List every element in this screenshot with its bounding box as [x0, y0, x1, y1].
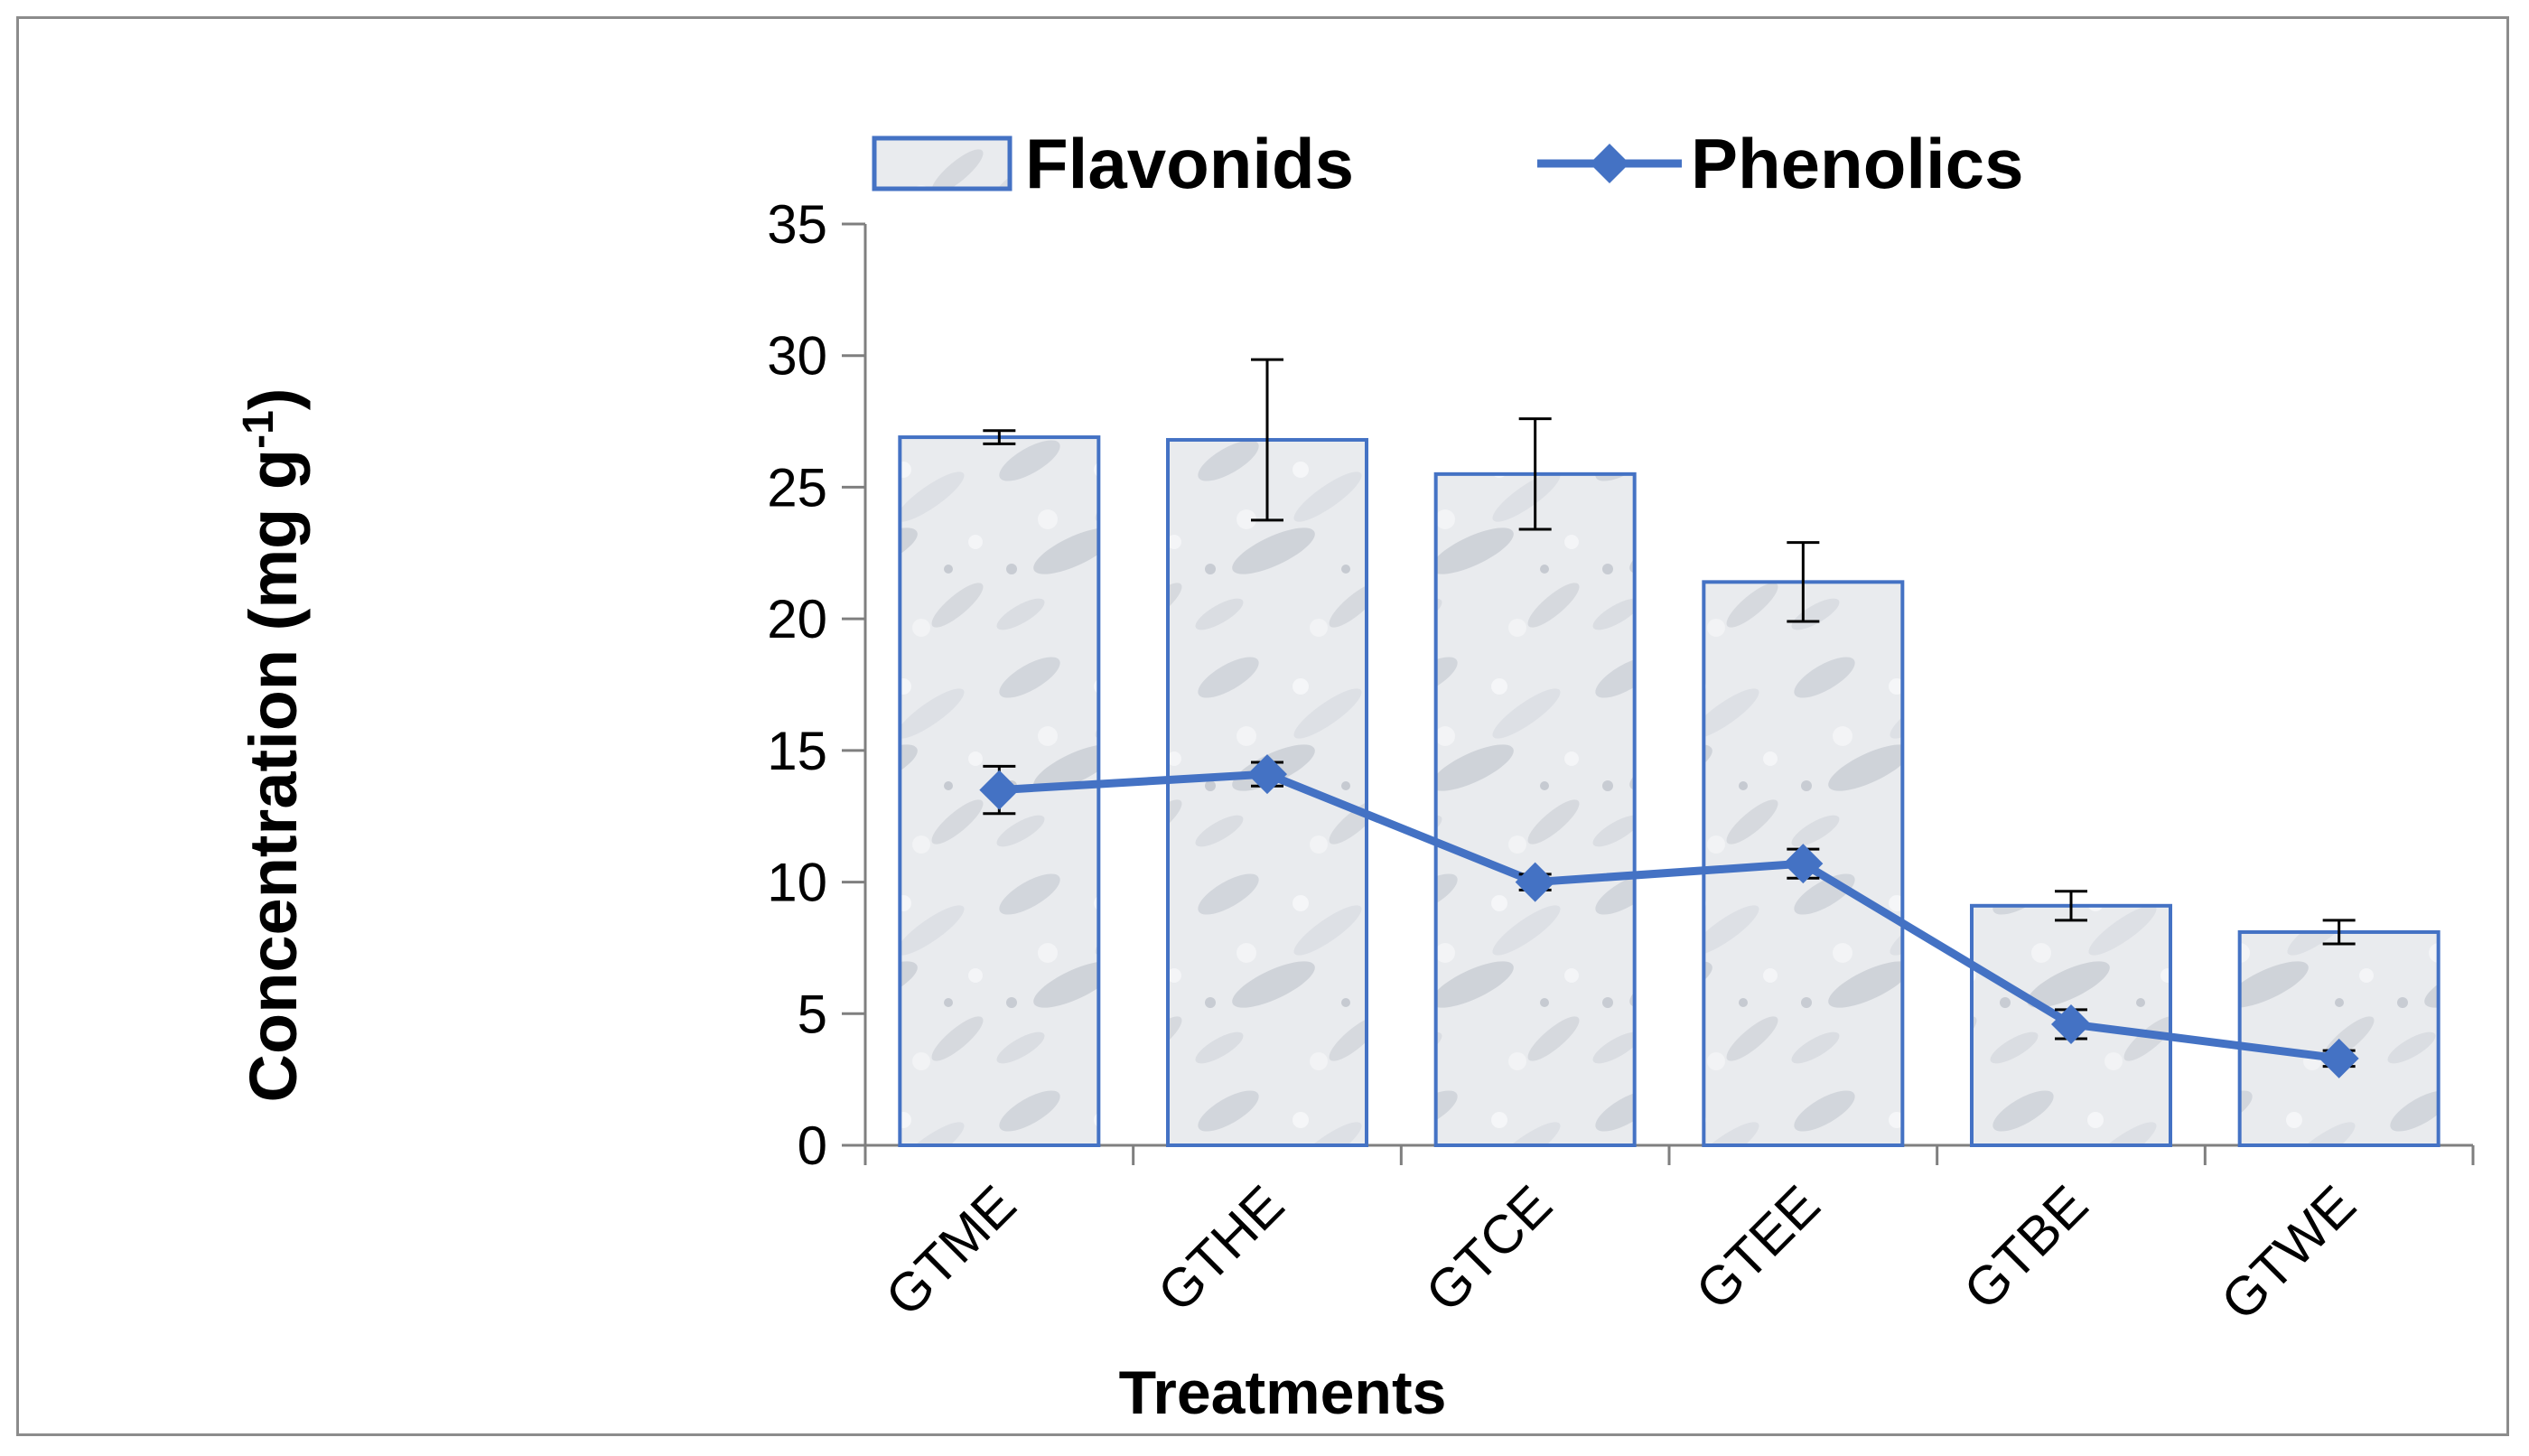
- error-bar-flavonids-gtbe: [2055, 890, 2087, 922]
- chart-frame: [16, 16, 2509, 1436]
- x-tick-label-gtee: GTEE: [1684, 1174, 1832, 1321]
- phenolics-point-gtbe: [2051, 1003, 2091, 1044]
- y-axis-title-main: Concentration (mg g: [236, 449, 311, 1103]
- x-tick-label-gthe: GTHE: [1146, 1174, 1295, 1323]
- legend-label-flavonids: Flavonids: [1025, 124, 1354, 203]
- y-tick-label-15: 15: [767, 721, 827, 781]
- y-tick-label-0: 0: [798, 1115, 827, 1176]
- x-axis-title: Treatments: [1119, 1358, 1447, 1427]
- legend: Flavonids Phenolics: [872, 124, 2023, 203]
- bar-series-flavonids: [898, 435, 2440, 1148]
- phenolics-point-gtce: [1515, 862, 1555, 902]
- y-axis-title-superscript: -1: [235, 410, 283, 449]
- x-tick-label-gtme: GTME: [874, 1174, 1028, 1328]
- error-bar-flavonids-gthe: [1251, 358, 1283, 522]
- y-tick-label-20: 20: [767, 589, 827, 649]
- phenolics-point-gtee: [1783, 844, 1824, 884]
- y-axis-title-close: ): [236, 388, 311, 411]
- error-bar-flavonids-gtwe: [2322, 919, 2356, 946]
- error-bar-flavonids-gtme: [983, 429, 1016, 445]
- legend-marker-phenolics: [1590, 144, 1629, 183]
- axes: [842, 222, 2475, 1165]
- phenolics-point-gtme: [979, 770, 1020, 810]
- x-tick-labels: GTME GTHE GTCE GTEE GTBE GTWE: [874, 1174, 2367, 1332]
- x-tick-label-gtwe: GTWE: [2209, 1174, 2367, 1332]
- line-series-phenolics: [979, 754, 2359, 1078]
- y-axis-title: Concentration (mg g-1): [235, 388, 311, 1103]
- y-tick-label-25: 25: [767, 457, 827, 518]
- y-tick-label-35: 35: [767, 194, 827, 255]
- legend-label-phenolics: Phenolics: [1691, 124, 2023, 203]
- y-tick-label-5: 5: [798, 984, 827, 1044]
- y-tick-labels: 0 5 10 15 20 25 30 35: [767, 194, 827, 1176]
- bar-gtce: [1433, 471, 1637, 1147]
- phenolics-point-gtwe: [2319, 1038, 2359, 1078]
- phenolics-line: [999, 770, 2340, 1063]
- error-bar-flavonids-gtee: [1787, 541, 1820, 623]
- x-tick-label-gtce: GTCE: [1414, 1174, 1563, 1323]
- legend-swatch-flavonids: [872, 135, 1013, 191]
- error-bar-flavonids-gtce: [1518, 417, 1552, 531]
- error-bars-flavonids: [983, 358, 2356, 946]
- phenolics-point-gthe: [1247, 754, 1287, 795]
- y-tick-label-10: 10: [767, 853, 827, 913]
- x-tick-label-gtbe: GTBE: [1952, 1174, 2099, 1321]
- y-tick-label-30: 30: [767, 326, 827, 387]
